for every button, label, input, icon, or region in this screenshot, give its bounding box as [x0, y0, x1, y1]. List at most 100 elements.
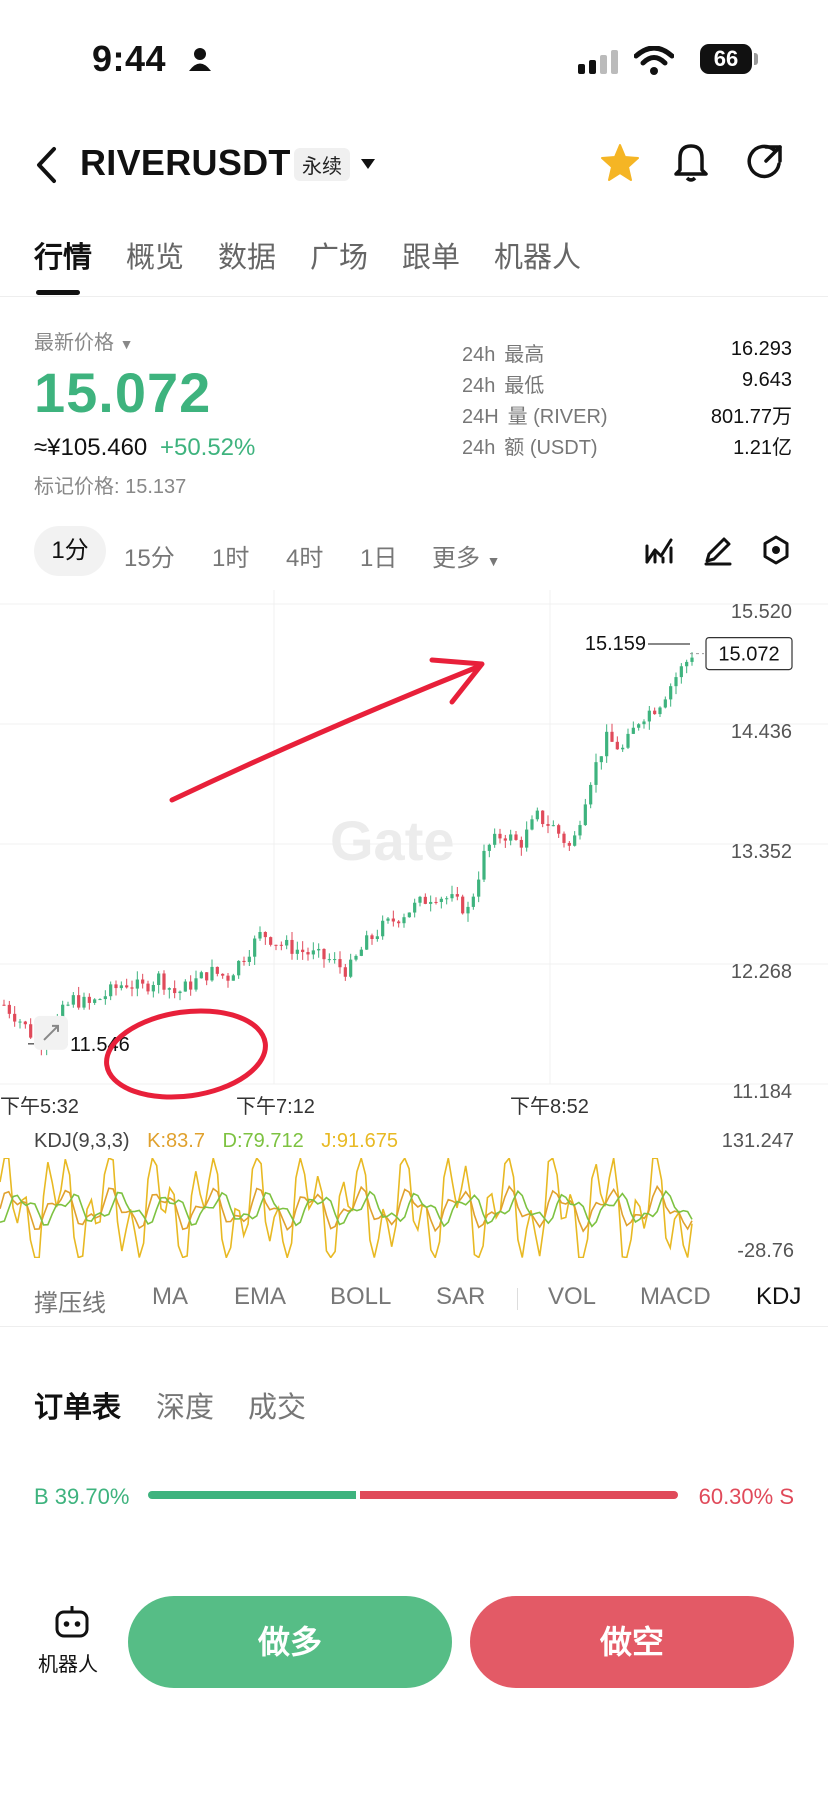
x-tick-0: 下午5:32 — [0, 1096, 79, 1118]
candle-body — [199, 972, 203, 979]
chart-indicator-icon[interactable] — [644, 536, 674, 566]
candle-body — [375, 936, 379, 940]
candle-body — [279, 944, 283, 946]
candle-body — [514, 834, 518, 840]
interval-1h[interactable]: 1时 — [212, 545, 250, 572]
candle-body — [66, 1004, 70, 1006]
indicator-sar[interactable]: SAR — [436, 1283, 486, 1310]
candle-body — [194, 978, 198, 990]
share-icon[interactable] — [744, 142, 784, 182]
bell-icon[interactable] — [672, 140, 710, 182]
candle-body — [317, 948, 321, 951]
contract-type-badge[interactable]: 永续 — [294, 148, 350, 181]
kdj-j-line — [0, 1158, 693, 1258]
annotation-circle — [104, 1008, 268, 1100]
candle-body — [567, 842, 571, 846]
tab-trades[interactable]: 成交 — [248, 1392, 307, 1424]
kdj-d: D:79.712 — [222, 1130, 304, 1152]
candle-body — [615, 741, 619, 750]
candle-body — [578, 825, 582, 836]
candle-body — [269, 937, 273, 945]
candle-body — [242, 960, 246, 963]
indicator-macd[interactable]: MACD — [640, 1283, 711, 1310]
candle-body — [381, 920, 385, 937]
interval-1m[interactable]: 1分 — [34, 526, 106, 576]
candle-body — [573, 835, 577, 846]
kdj-y-max: 131.247 — [721, 1130, 794, 1152]
candle-body — [189, 981, 193, 990]
candle-body — [98, 999, 102, 1001]
person-icon — [189, 48, 211, 71]
short-button[interactable]: 做空 — [470, 1596, 794, 1688]
high-marker-label: 15.159 — [585, 633, 646, 655]
tab-depth[interactable]: 深度 — [156, 1392, 215, 1424]
indicator-support-resistance[interactable]: 撑压线 — [34, 1290, 106, 1317]
tab-bot[interactable]: 机器人 — [494, 242, 582, 274]
interval-4h[interactable]: 4时 — [286, 545, 324, 572]
kdj-label: KDJ(9,3,3) — [34, 1130, 130, 1152]
candle-body — [546, 824, 550, 826]
candle-body — [93, 999, 97, 1003]
candle-body — [535, 810, 539, 820]
wifi-icon — [634, 46, 674, 75]
candle-body — [327, 959, 331, 961]
draw-pen-icon[interactable] — [702, 534, 734, 566]
tab-overview[interactable]: 概览 — [126, 242, 185, 274]
indicator-vol[interactable]: VOL — [548, 1283, 597, 1310]
candle-body — [653, 710, 657, 715]
stat-row-volume: 24H 量 (RIVER) — [462, 406, 608, 428]
tab-data[interactable]: 数据 — [218, 242, 277, 274]
indicator-divider-line — [0, 1326, 828, 1327]
y-tick-1: 14.436 — [731, 721, 792, 743]
battery-indicator: 66 — [700, 44, 752, 74]
bot-label[interactable]: 机器人 — [38, 1654, 98, 1676]
interval-15m[interactable]: 15分 — [124, 545, 175, 572]
candle-body — [157, 973, 161, 985]
candle-body — [439, 898, 443, 902]
symbol-dropdown-icon[interactable] — [360, 158, 376, 170]
indicator-kdj[interactable]: KDJ — [756, 1283, 802, 1310]
candle-body — [407, 912, 411, 918]
candle-body — [434, 901, 438, 903]
candle-body — [162, 973, 166, 990]
candle-body — [402, 917, 406, 924]
tab-copy-trade[interactable]: 跟单 — [402, 242, 461, 274]
candle-body — [583, 804, 587, 826]
candle-body — [413, 902, 417, 913]
candle-body — [594, 762, 598, 785]
back-arrow-icon[interactable] — [34, 146, 58, 184]
buy-ratio-label: B 39.70% — [34, 1484, 130, 1509]
candle-body — [18, 1021, 22, 1023]
candle-body — [237, 960, 241, 976]
candle-body — [589, 784, 593, 805]
indicator-ema[interactable]: EMA — [234, 1283, 287, 1310]
watermark: Gate — [330, 809, 455, 872]
last-price-label[interactable]: 最新价格 ▼ — [34, 332, 134, 354]
indicator-ma[interactable]: MA — [152, 1283, 188, 1310]
candle-body — [370, 935, 374, 940]
candle-body — [637, 724, 641, 728]
candle-body — [343, 967, 347, 977]
indicator-divider — [517, 1288, 518, 1310]
cellular-signal-icon — [578, 50, 618, 74]
chart-settings-icon[interactable] — [760, 534, 792, 566]
candle-body — [23, 1021, 27, 1025]
robot-icon[interactable] — [54, 1604, 90, 1640]
tab-orderbook[interactable]: 订单表 — [34, 1392, 122, 1424]
interval-more[interactable]: 更多 ▼ — [432, 545, 501, 572]
price-chart[interactable]: 15.520 14.436 13.352 12.268 11.184 Gate 15.159… — [0, 590, 828, 1110]
candle-body — [541, 810, 545, 825]
stat-high-value: 16.293 — [730, 338, 792, 360]
long-button[interactable]: 做多 — [128, 1596, 452, 1688]
candle-body — [87, 996, 91, 1003]
interval-1d[interactable]: 1日 — [360, 545, 398, 572]
candle-body — [125, 985, 129, 988]
symbol-title[interactable]: RIVERUSDT — [80, 142, 291, 183]
tab-square[interactable]: 广场 — [310, 242, 369, 274]
tab-market[interactable]: 行情 — [34, 242, 93, 274]
candle-body — [663, 699, 667, 708]
favorite-star-icon[interactable] — [600, 142, 640, 182]
sell-ratio-bar — [360, 1491, 678, 1499]
candle-body — [285, 939, 289, 946]
indicator-boll[interactable]: BOLL — [330, 1283, 392, 1310]
